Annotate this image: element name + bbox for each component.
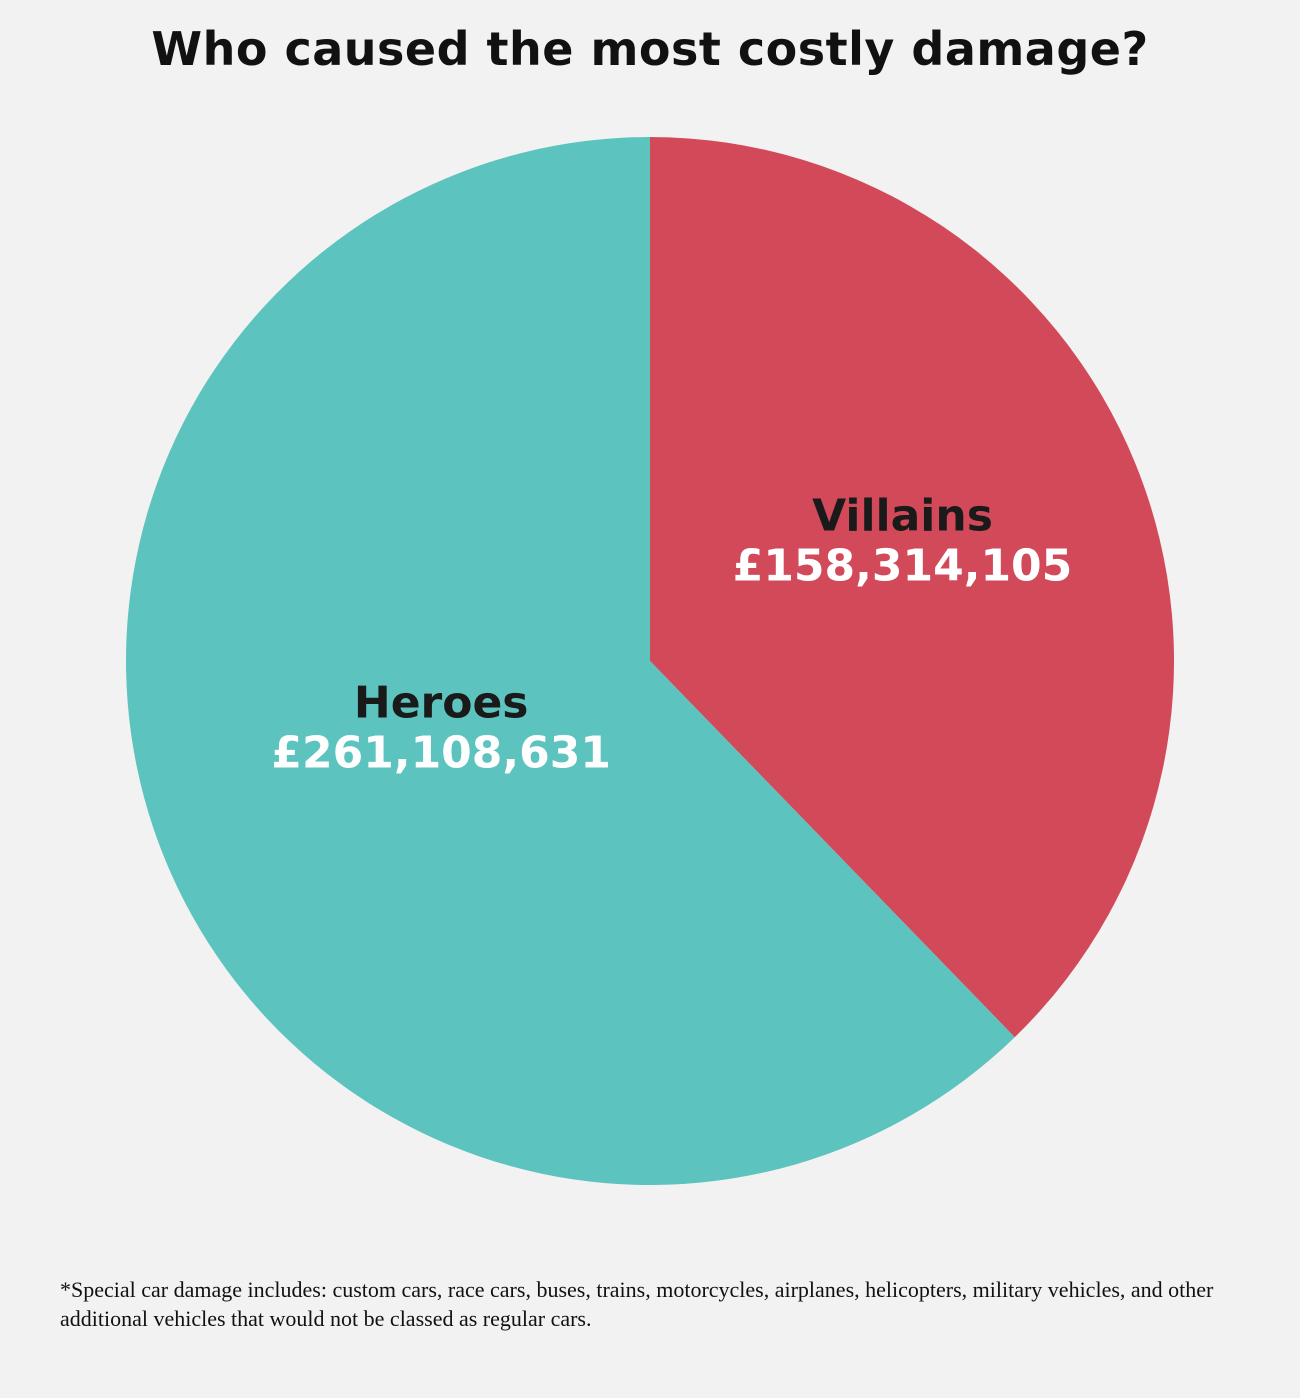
pie-slices <box>126 136 1175 1185</box>
pie-slice-heroes <box>126 136 1015 1185</box>
footnote: *Special car damage includes: custom car… <box>60 1277 1214 1331</box>
chart-title: Who caused the most costly damage? <box>151 22 1149 76</box>
pie-slice-villains <box>650 137 1175 1038</box>
slice-value-villains: £158,314,105 <box>733 541 1073 592</box>
slice-value-heroes: £261,108,631 <box>271 728 611 779</box>
slice-name-villains: Villains <box>812 491 993 542</box>
pie-labels: Villains£158,314,105 Heroes£261,108,631 <box>271 491 1072 779</box>
slice-name-heroes: Heroes <box>354 678 529 729</box>
